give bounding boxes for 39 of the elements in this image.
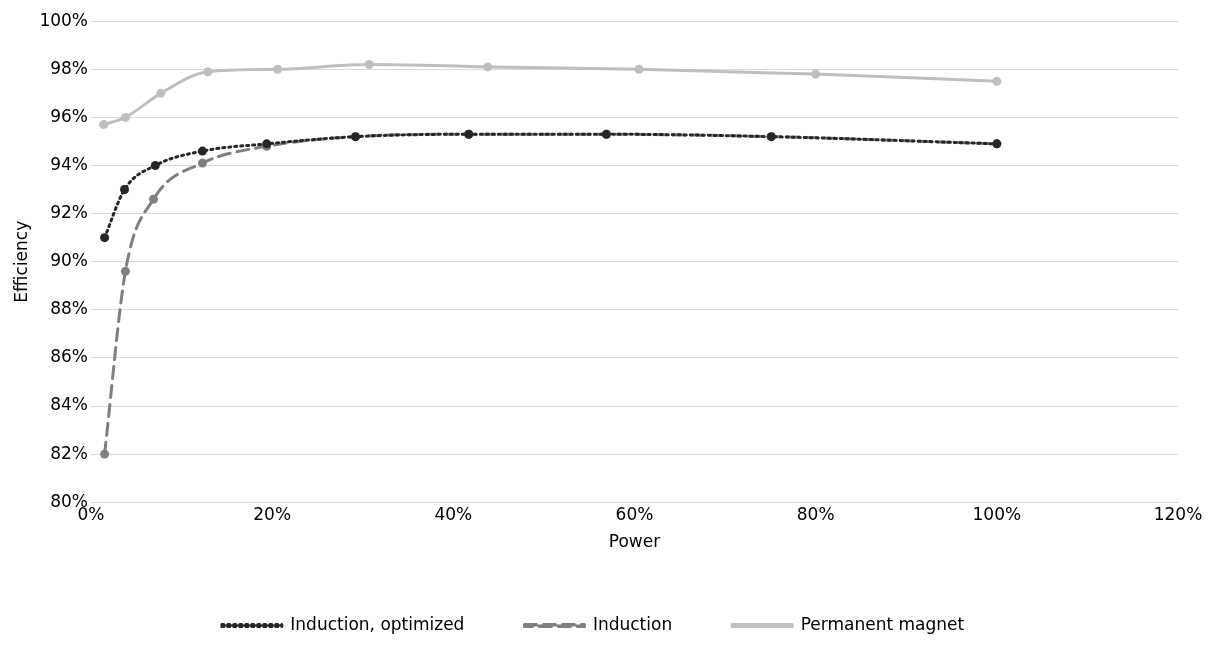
x-tick-label: 20%	[253, 503, 292, 524]
y-tick-label: 90%	[50, 250, 88, 271]
point	[811, 69, 821, 79]
point	[197, 146, 207, 156]
point	[100, 233, 110, 243]
point	[197, 158, 207, 168]
y-axis-title: Efficiency	[10, 220, 31, 303]
y-tick-label: 94%	[50, 153, 88, 174]
point	[273, 64, 283, 74]
point	[100, 449, 110, 459]
y-tick-label: 96%	[50, 105, 88, 126]
legend-label: Permanent magnet	[800, 613, 965, 634]
y-tick-label: 100%	[39, 9, 88, 30]
point	[483, 62, 493, 72]
point	[149, 194, 158, 204]
legend-label: Induction	[592, 613, 673, 634]
y-tick-label: 84%	[50, 394, 88, 415]
legend-label: Induction, optimized	[290, 613, 465, 634]
x-axis-title: Power	[608, 531, 661, 552]
y-tick-label: 82%	[50, 442, 88, 463]
point	[156, 88, 166, 98]
point	[120, 112, 130, 122]
x-tick-label: 40%	[434, 503, 473, 524]
x-tick-label: 80%	[796, 503, 835, 524]
point	[99, 120, 109, 130]
point	[992, 76, 1002, 86]
point	[364, 59, 374, 69]
x-tick-label: 120%	[1153, 503, 1203, 524]
y-tick-label: 86%	[50, 346, 88, 367]
x-tick-label: 100%	[972, 503, 1022, 524]
point	[634, 64, 644, 74]
point	[203, 67, 213, 77]
point	[120, 266, 130, 276]
y-tick-label: 92%	[50, 202, 88, 223]
point	[150, 161, 160, 170]
point	[120, 185, 130, 195]
y-tick-label: 88%	[50, 298, 88, 319]
y-tick-label: 98%	[50, 57, 88, 78]
x-tick-label: 60%	[615, 503, 654, 524]
